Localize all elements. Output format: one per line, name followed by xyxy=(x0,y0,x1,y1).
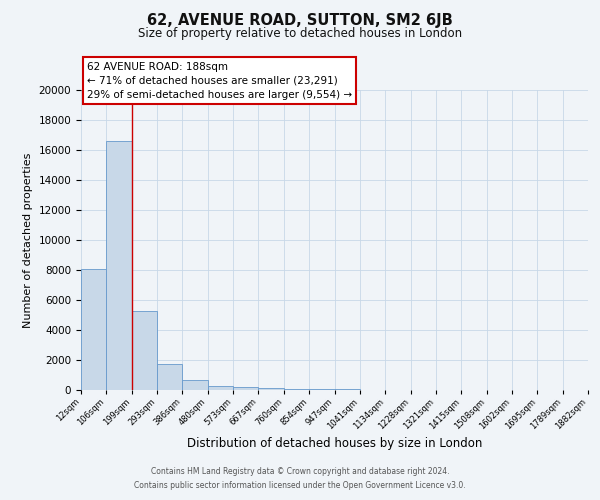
Text: 62, AVENUE ROAD, SUTTON, SM2 6JB: 62, AVENUE ROAD, SUTTON, SM2 6JB xyxy=(147,12,453,28)
Bar xyxy=(132,310,157,390)
Text: Contains HM Land Registry data © Crown copyright and database right 2024.: Contains HM Land Registry data © Crown c… xyxy=(151,467,449,476)
Bar xyxy=(182,380,208,390)
Text: Contains public sector information licensed under the Open Government Licence v3: Contains public sector information licen… xyxy=(134,481,466,490)
Bar xyxy=(208,386,233,390)
Bar xyxy=(106,141,132,390)
Bar xyxy=(157,364,182,390)
Bar xyxy=(233,387,259,390)
Text: Size of property relative to detached houses in London: Size of property relative to detached ho… xyxy=(138,28,462,40)
Text: 62 AVENUE ROAD: 188sqm
← 71% of detached houses are smaller (23,291)
29% of semi: 62 AVENUE ROAD: 188sqm ← 71% of detached… xyxy=(87,62,352,100)
Y-axis label: Number of detached properties: Number of detached properties xyxy=(23,152,33,328)
Bar xyxy=(309,389,335,390)
Bar xyxy=(335,389,360,390)
Bar xyxy=(259,388,284,390)
Bar xyxy=(284,388,309,390)
X-axis label: Distribution of detached houses by size in London: Distribution of detached houses by size … xyxy=(187,436,482,450)
Bar xyxy=(81,268,106,390)
